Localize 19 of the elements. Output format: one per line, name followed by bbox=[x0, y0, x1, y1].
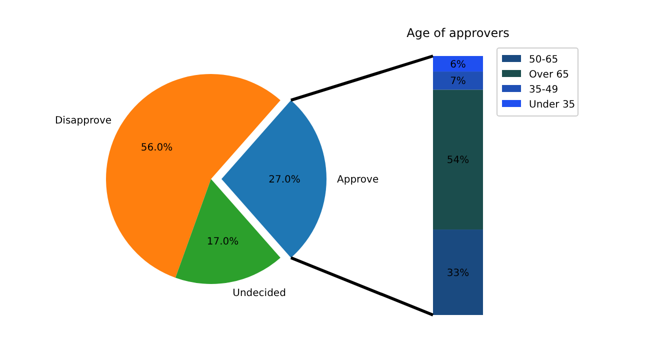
data-label: 33% bbox=[446, 268, 470, 279]
data-label: 6% bbox=[450, 59, 466, 70]
chart-title: Age of approvers bbox=[406, 26, 510, 40]
slice-label: Approve bbox=[337, 174, 379, 186]
bar bbox=[433, 56, 483, 72]
slice-label: Disapprove bbox=[54, 116, 112, 127]
bar bbox=[433, 72, 483, 90]
bar bbox=[433, 90, 483, 230]
legend-label: 35-49 bbox=[529, 84, 558, 96]
data-label: 7% bbox=[450, 76, 466, 88]
bar bbox=[433, 230, 483, 315]
slice-label: Undecided bbox=[232, 288, 286, 299]
data-label: 56.0% bbox=[140, 142, 173, 154]
legend-label: Under 35 bbox=[529, 100, 576, 110]
data-label: 54% bbox=[446, 155, 470, 166]
legend-label: Over 65 bbox=[529, 70, 569, 80]
legend-label: 50-65 bbox=[529, 54, 558, 66]
data-label: 27.0% bbox=[268, 174, 300, 186]
data-label: 17.0% bbox=[206, 236, 239, 248]
